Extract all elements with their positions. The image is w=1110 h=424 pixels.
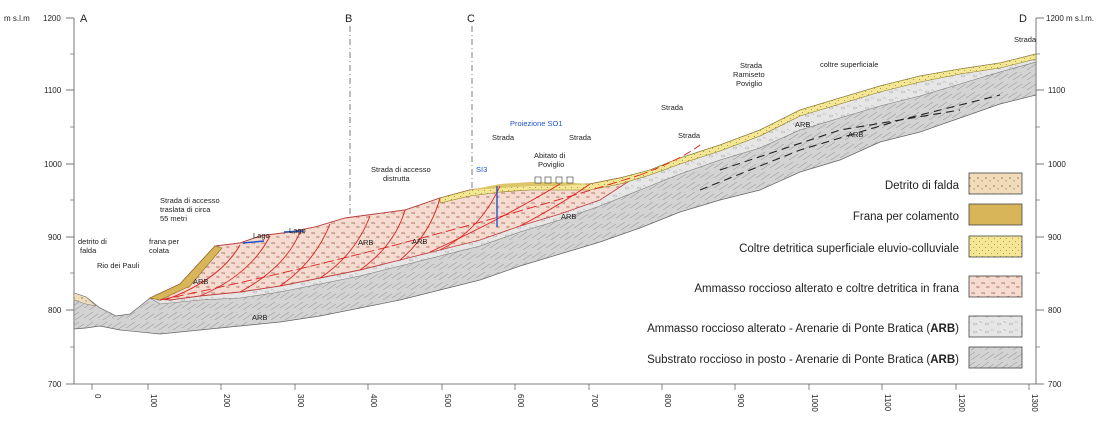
label-detrito-falda-2: falda xyxy=(80,246,97,255)
x-tick-label: 600 xyxy=(516,394,525,408)
lake-marker-2 xyxy=(283,230,305,233)
fault-dashes xyxy=(699,94,1001,191)
label-arb-low1: ARB xyxy=(193,277,208,286)
x-tick-label: 500 xyxy=(443,394,452,408)
label-rio: Rio dei Pauli xyxy=(97,261,139,270)
x-tick-label: 1300 xyxy=(1030,394,1039,412)
label-proiezione-so1: Proiezione SO1 xyxy=(510,119,563,128)
y-tick-label: 900 xyxy=(48,233,62,242)
x-tick-label: 0 xyxy=(93,394,102,399)
x-tick-label: 1200 xyxy=(957,394,966,412)
x-tick-label: 100 xyxy=(149,394,158,408)
y-tick-label: 1100 xyxy=(44,86,62,95)
label-strada-traslata-2: traslata di circa xyxy=(160,205,211,214)
label-strada-top: Strada xyxy=(1014,35,1037,44)
section-mark-a: A xyxy=(80,13,88,25)
label-arb-low2: ARB xyxy=(252,313,267,322)
y-tick-label-right: 700 xyxy=(1048,380,1062,389)
legend-swatch-substrato xyxy=(968,346,1023,369)
label-abitato-2: Poviglio xyxy=(538,160,564,169)
left-unit-label: m s.l.m xyxy=(4,14,30,23)
x-tick-label: 900 xyxy=(736,394,745,408)
label-abitato-1: Abitato di xyxy=(534,151,566,160)
right-top-label: 1200 m s.l.m. xyxy=(1046,14,1094,23)
legend-label-alterato: Ammasso roccioso alterato - Arenarie di … xyxy=(647,323,959,335)
y-tick-label-right: 800 xyxy=(1048,306,1062,315)
y-tick-label: 700 xyxy=(48,380,62,389)
y-tick-label-right: 1100 xyxy=(1048,86,1066,95)
label-strada-traslata-1: Strada di accesso xyxy=(160,196,220,205)
label-frana-colata-1: frana per xyxy=(149,237,180,246)
y-tick-label: 1000 xyxy=(44,160,62,169)
legend-label-substrato: Substrato roccioso in posto - Arenarie d… xyxy=(647,354,959,366)
village-buildings xyxy=(534,176,574,184)
label-arb-mid: ARB xyxy=(358,238,373,247)
label-strada-1: Strada xyxy=(492,133,515,142)
legend-swatch-coltre xyxy=(968,235,1023,258)
legend-label-ammasso-frana: Ammasso roccioso alterato e coltre detri… xyxy=(694,283,959,295)
label-strada-2: Strada xyxy=(569,133,592,142)
y-tick-label-right: 1000 xyxy=(1048,160,1066,169)
legend: Detrito di falda Frana per colamento Col… xyxy=(647,172,1023,369)
left-axis xyxy=(66,17,75,385)
lake-marker-1 xyxy=(242,240,265,244)
label-strada-3: Strada xyxy=(661,103,684,112)
legend-label-frana: Frana per colamento xyxy=(853,211,959,223)
section-mark-b: B xyxy=(345,13,352,25)
y-tick-label-right: 900 xyxy=(1048,233,1062,242)
label-strada-distrutta-2: distrutta xyxy=(383,174,411,183)
x-tick-label: 1100 xyxy=(883,394,892,412)
label-strada-distrutta-1: Strada di accesso xyxy=(371,165,431,174)
label-si3: SI3 xyxy=(476,165,487,174)
x-tick-label: 300 xyxy=(296,394,305,408)
x-tick-label: 1000 xyxy=(810,394,819,412)
label-strada-ramiseto-3: Poviglio xyxy=(736,79,762,88)
label-detrito-falda-1: detrito di xyxy=(78,237,107,246)
legend-swatch-ammasso-frana xyxy=(968,275,1023,298)
legend-label-detrito: Detrito di falda xyxy=(885,180,960,192)
section-mark-d: D xyxy=(1019,13,1027,25)
label-arb-r2: ARB xyxy=(848,130,863,139)
y-tick-label: 800 xyxy=(48,306,62,315)
label-strada-ramiseto-1: Strada xyxy=(740,61,763,70)
legend-swatch-alterato xyxy=(968,315,1023,338)
x-tick-label: 800 xyxy=(663,394,672,408)
legend-label-coltre: Coltre detritica superficiale eluvio-col… xyxy=(739,243,959,255)
bottom-axis xyxy=(74,383,1036,390)
x-tick-label: 400 xyxy=(369,394,378,408)
right-axis xyxy=(1035,17,1044,385)
x-tick-label: 700 xyxy=(590,394,599,408)
label-arb-c: ARB xyxy=(561,212,576,221)
label-arb-r1: ARB xyxy=(795,120,810,129)
label-lago-1: Lago xyxy=(253,231,270,240)
label-strada-traslata-3: 55 metri xyxy=(160,214,187,223)
label-frana-colata-2: colata xyxy=(149,246,170,255)
x-tick-label: 200 xyxy=(222,394,231,408)
legend-swatch-frana xyxy=(968,203,1023,226)
label-strada-4: Strada xyxy=(678,131,701,140)
label-lago-2: Lago xyxy=(289,226,306,235)
label-arb-mid2: ARB xyxy=(412,237,427,246)
left-top-label: 1200 xyxy=(43,14,61,23)
detrito-falda-fill xyxy=(73,292,97,307)
label-coltre: coltre superficiale xyxy=(820,60,878,69)
section-mark-c: C xyxy=(467,13,475,25)
label-strada-ramiseto-2: Ramiseto xyxy=(733,70,765,79)
legend-swatch-detrito xyxy=(968,172,1023,195)
